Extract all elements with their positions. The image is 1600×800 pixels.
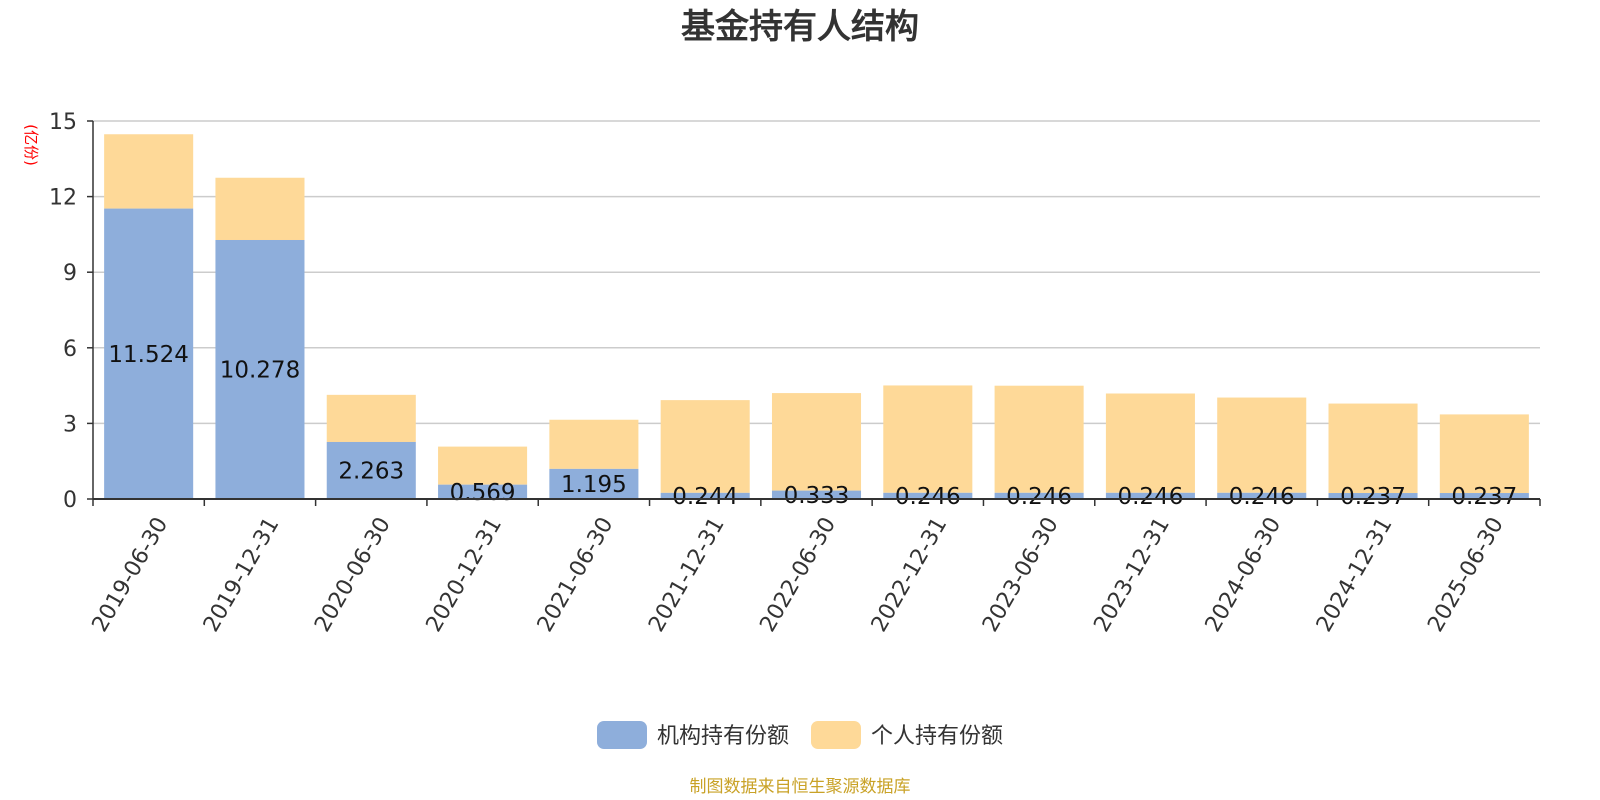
x-tick-label: 2023-06-30	[978, 513, 1064, 636]
x-tick-label: 2019-12-31	[199, 513, 285, 636]
value-label: 0.569	[450, 480, 516, 506]
x-tick-label: 2020-06-30	[310, 513, 396, 636]
value-label: 0.237	[1340, 484, 1406, 510]
value-label: 10.278	[220, 357, 300, 383]
bar-individual-2024-06-30	[1217, 397, 1307, 493]
x-tick-label: 2020-12-31	[422, 513, 508, 636]
bar-individual-2025-06-30	[1439, 414, 1529, 494]
value-label: 0.237	[1451, 484, 1517, 510]
y-tick-label: 0	[63, 488, 77, 513]
y-tick-label: 3	[63, 412, 77, 437]
bar-individual-2023-12-31	[1105, 393, 1195, 493]
source-note: 制图数据来自恒生聚源数据库	[690, 777, 911, 797]
bar-institutional-2020-06-30	[326, 441, 416, 499]
x-tick-label: 2025-06-30	[1423, 513, 1509, 636]
legend-label: 机构持有份额	[657, 724, 789, 749]
bar-institutional-2021-12-31	[660, 492, 750, 499]
legend-label: 个人持有份额	[871, 724, 1003, 749]
bars	[104, 134, 1529, 500]
y-tick-label: 6	[63, 337, 77, 362]
legend-swatch	[597, 721, 647, 749]
bar-individual-2024-12-31	[1328, 403, 1418, 494]
bar-individual-2019-06-30	[104, 134, 194, 209]
bar-individual-2020-12-31	[438, 446, 528, 485]
x-axis-ticks: 2019-06-30 2019-12-31 2020-06-30 2020-12-31…	[88, 513, 1509, 636]
bar-institutional-2020-12-31	[438, 484, 528, 499]
value-label: 1.195	[561, 472, 627, 498]
bar-individual-2021-12-31	[660, 400, 750, 493]
y-tick-label: 15	[49, 110, 77, 135]
value-label: 0.246	[1229, 484, 1295, 510]
y-axis-unit: (亿份)	[22, 124, 40, 166]
bar-institutional-2024-12-31	[1328, 493, 1418, 499]
chart-title: 基金持有人结构	[681, 7, 919, 47]
y-tick-label: 12	[49, 186, 77, 211]
value-label: 2.263	[338, 458, 404, 484]
value-label: 0.244	[672, 484, 738, 510]
bar-individual-2020-06-30	[326, 394, 416, 442]
x-tick-label: 2019-06-30	[88, 513, 174, 636]
bar-institutional-2024-06-30	[1217, 492, 1307, 499]
bar-individual-2021-06-30	[549, 419, 639, 469]
bar-individual-2019-12-31	[215, 177, 305, 240]
bar-institutional-2019-12-31	[215, 239, 305, 500]
x-axis	[92, 121, 1541, 506]
bar-institutional-2022-12-31	[883, 492, 973, 499]
x-tick-label: 2022-06-30	[755, 513, 841, 636]
x-tick-label: 2021-12-31	[644, 513, 730, 636]
bar-institutional-2023-12-31	[1105, 492, 1195, 499]
value-label: 0.246	[1006, 484, 1072, 510]
x-tick-label: 2024-06-30	[1201, 513, 1287, 636]
bar-individual-2023-06-30	[994, 385, 1084, 493]
value-labels: 11.524 10.278 2.263 0.569 1.195 0.244 0.333 0.2…	[108, 342, 1517, 510]
bar-individual-2022-06-30	[771, 393, 862, 491]
y-tick-label: 9	[63, 261, 77, 286]
value-label: 0.246	[895, 484, 961, 510]
bar-institutional-2025-06-30	[1439, 493, 1529, 499]
value-label: 11.524	[108, 342, 188, 368]
x-tick-label: 2023-12-31	[1089, 513, 1175, 636]
legend: 机构持有份额 个人持有份额	[597, 721, 1003, 749]
value-label: 0.333	[784, 483, 850, 509]
bar-institutional-2019-06-30	[104, 208, 194, 499]
x-tick-label: 2022-12-31	[867, 513, 953, 636]
legend-swatch	[811, 721, 861, 749]
bar-institutional-2021-06-30	[549, 468, 639, 499]
grid-lines	[93, 120, 1540, 425]
bar-institutional-2022-06-30	[771, 490, 862, 499]
y-axis-ticks: 0 3 6 9 12 15	[49, 110, 93, 513]
x-tick-label: 2024-12-31	[1312, 513, 1398, 636]
bar-institutional-2023-06-30	[994, 492, 1084, 499]
value-label: 0.246	[1117, 484, 1183, 510]
x-tick-label: 2021-06-30	[533, 513, 619, 636]
bar-individual-2022-12-31	[883, 385, 973, 493]
